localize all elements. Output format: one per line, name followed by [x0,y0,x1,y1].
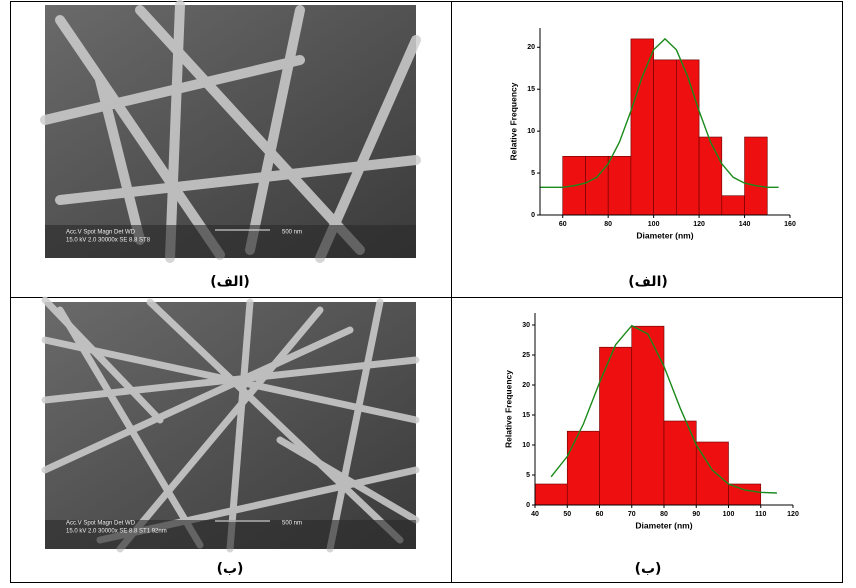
bar [631,325,665,506]
bar [585,156,609,216]
sem-info: 500 nm [282,521,302,527]
sem-image [40,0,421,263]
bar [607,156,632,216]
bar [744,136,768,216]
y-tick-label: 15 [527,86,535,93]
caption: (الف) [210,274,250,290]
bar [566,430,600,506]
y-tick-label: 5 [526,472,530,479]
x-tick-label: 110 [755,511,766,518]
bar [676,59,700,216]
y-tick-label: 20 [527,44,535,51]
x-tick-label: 80 [604,221,612,228]
sem-info: 15.0 kV 2.0 30000x SE 8.8 ST8 [66,238,151,244]
y-tick-label: 20 [522,382,530,389]
x-tick-label: 80 [660,511,668,518]
fit-curve [550,324,777,494]
bar [630,38,654,216]
caption: (ب) [635,561,662,577]
bar [599,346,633,506]
sem-info: Acc.V Spot Magn Det WD [66,230,136,236]
x-tick-label: 50 [563,511,571,518]
sem-info: 15.0 kV 2.0 30000x SE 8.8 ST1 92nm [66,529,167,535]
x-tick-label: 40 [531,511,539,518]
y-tick-label: 30 [522,322,530,329]
x-tick-label: 140 [739,221,751,228]
y-tick-label: 0 [526,502,530,509]
x-tick-label: 100 [648,221,660,228]
bar [663,420,697,506]
caption: (الف) [628,274,668,290]
x-axis-title: Diameter (nm) [636,230,693,240]
y-tick-label: 10 [527,128,535,135]
bar [653,59,677,216]
caption: (ب) [217,561,244,577]
y-axis-title: Relative Frequency [503,370,513,448]
x-tick-label: 120 [693,221,705,228]
y-tick-label: 15 [522,412,530,419]
x-tick-label: 60 [559,221,567,228]
x-tick-label: 100 [723,511,735,518]
y-tick-label: 5 [531,170,535,177]
table-border [10,1,843,583]
y-axis-title: Relative Frequency [508,82,518,160]
x-tick-label: 120 [787,511,799,518]
y-tick-label: 10 [522,442,530,449]
sem-image [41,296,420,553]
sem-info: 500 nm [282,230,302,236]
x-tick-label: 160 [784,221,796,228]
bar [728,483,762,506]
x-tick-label: 60 [596,511,604,518]
sem-info: Acc.V Spot Magn Det WD [66,521,136,527]
x-axis-title: Diameter (nm) [635,520,692,530]
x-tick-label: 70 [628,511,636,518]
x-tick-label: 90 [692,511,700,518]
y-tick-label: 0 [531,212,535,219]
y-tick-label: 25 [522,352,530,359]
bar [698,136,723,216]
bar [721,195,745,216]
bar [534,483,568,506]
fit-curve [540,37,779,188]
